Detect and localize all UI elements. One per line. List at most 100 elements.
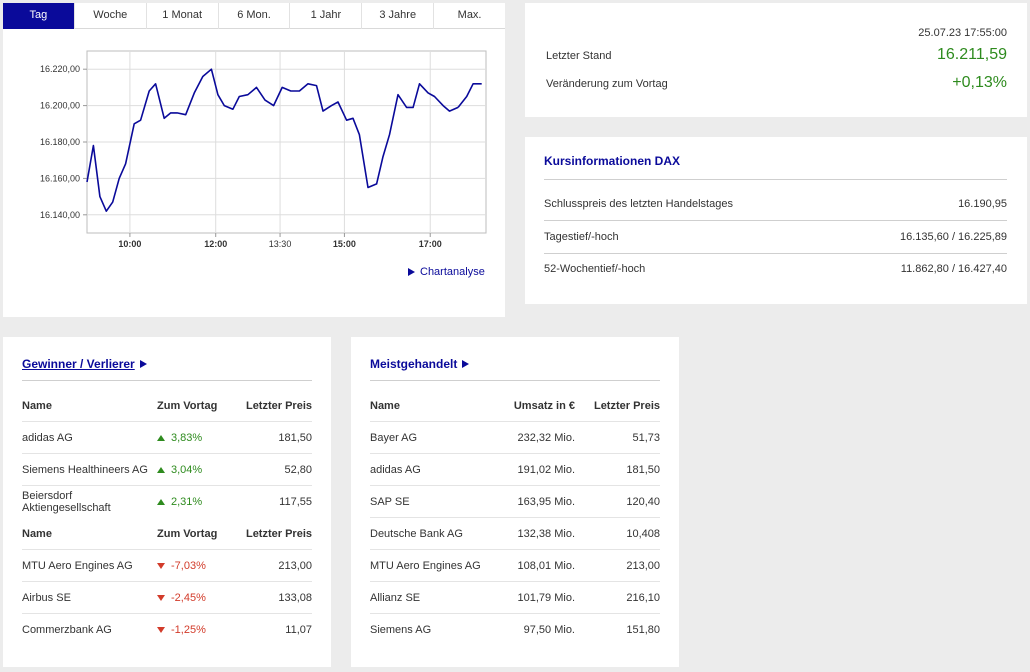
- table-row[interactable]: MTU Aero Engines AG 108,01 Mio. 213,00: [370, 550, 660, 582]
- table-row[interactable]: adidas AG 3,83% 181,50: [22, 422, 312, 454]
- change-row: Veränderung zum Vortag +0,13%: [546, 74, 1007, 92]
- stock-name: adidas AG: [370, 463, 421, 476]
- arrow-up-icon: [157, 499, 165, 505]
- divider: [22, 380, 312, 381]
- x-tick-label: 10:00: [118, 239, 141, 249]
- stock-name: Commerzbank AG: [22, 624, 112, 636]
- stock-price: 181,50: [278, 431, 312, 444]
- change-text: 3,04%: [171, 463, 203, 476]
- col-price: Letzter Preis: [245, 527, 312, 540]
- tab-3-years[interactable]: 3 Jahre: [362, 3, 435, 29]
- arrow-down-icon: [157, 562, 165, 569]
- chartanalyse-label: Chartanalyse: [420, 266, 485, 278]
- divider: [370, 380, 660, 381]
- stock-volume: 232,32 Mio.: [517, 431, 575, 444]
- price-info-panel: Kursinformationen DAX Schlusspreis des l…: [525, 137, 1027, 304]
- y-tick-label: 16.160,00: [40, 173, 80, 183]
- col-name: Name: [370, 399, 400, 412]
- price-line: [457, 82, 482, 108]
- tab-week[interactable]: Woche: [75, 3, 147, 29]
- quote-datetime: 25.07.23 17:55:00: [918, 27, 1007, 39]
- stock-price: 216,10: [626, 591, 660, 604]
- info-row-close: Schlusspreis des letzten Handelstages 16…: [544, 198, 1007, 210]
- x-tick-label: 17:00: [419, 239, 442, 249]
- table-row[interactable]: Commerzbank AG -1,25% 11,07: [22, 614, 312, 646]
- tab-1-year[interactable]: 1 Jahr: [290, 3, 363, 29]
- most-traded-panel: Meistgehandelt Name Umsatz in € Letzter …: [351, 337, 679, 667]
- stock-name: Deutsche Bank AG: [370, 527, 463, 540]
- stock-change: 3,83%: [157, 432, 232, 444]
- stock-change: -7,03%: [157, 560, 232, 572]
- change-text: -1,25%: [171, 624, 206, 636]
- table-row[interactable]: Bayer AG 232,32 Mio. 51,73: [370, 422, 660, 454]
- change-value: +0,13%: [952, 74, 1007, 91]
- table-row[interactable]: Siemens Healthineers AG 3,04% 52,80: [22, 454, 312, 486]
- stock-volume: 108,01 Mio.: [517, 559, 575, 572]
- last-value-label: Letzter Stand: [546, 50, 612, 62]
- stock-change: -2,45%: [157, 592, 232, 604]
- table-row[interactable]: Beiersdorf Aktiengesellschaft 2,31% 117,…: [22, 486, 312, 518]
- table-header: Name Zum Vortag Letzter Preis: [22, 390, 312, 422]
- most-traded-link[interactable]: Meistgehandelt: [370, 357, 470, 371]
- stock-price: 11,07: [285, 624, 312, 636]
- divider: [544, 179, 1007, 180]
- table-row[interactable]: SAP SE 163,95 Mio. 120,40: [370, 486, 660, 518]
- stock-volume: 163,95 Mio.: [517, 495, 575, 508]
- col-change: Zum Vortag: [157, 527, 218, 540]
- table-row[interactable]: Deutsche Bank AG 132,38 Mio. 10,408: [370, 518, 660, 550]
- stock-name: adidas AG: [22, 431, 73, 444]
- stock-change: -1,25%: [157, 624, 232, 636]
- stock-name: Siemens AG: [370, 624, 432, 636]
- tab-1-month[interactable]: 1 Monat: [147, 3, 219, 29]
- change-text: 2,31%: [171, 496, 203, 508]
- info-row-day-range: Tagestief/-hoch 16.135,60 / 16.225,89: [544, 231, 1007, 243]
- play-triangle-icon: [408, 268, 415, 276]
- table-header: Name Umsatz in € Letzter Preis: [370, 390, 660, 422]
- info-value: 16.135,60 / 16.225,89: [899, 231, 1007, 243]
- gainers-losers-link[interactable]: Gewinner / Verlierer: [22, 357, 147, 371]
- stock-name: MTU Aero Engines AG: [22, 559, 133, 572]
- col-price: Letzter Preis: [593, 399, 660, 412]
- table-row[interactable]: adidas AG 191,02 Mio. 181,50: [370, 454, 660, 486]
- x-tick-label: 15:00: [333, 239, 356, 249]
- tab-6-months[interactable]: 6 Mon.: [219, 3, 291, 29]
- most-traded-title: Meistgehandelt: [370, 357, 458, 371]
- stock-name: MTU Aero Engines AG: [370, 559, 481, 572]
- arrow-down-icon: [157, 594, 165, 601]
- intraday-chart: 16.140,00 16.160,00 16.180,00 16.200,00 16.2…: [40, 50, 487, 249]
- stock-price: 151,80: [626, 624, 660, 636]
- info-label: Schlusspreis des letzten Handelstages: [544, 198, 733, 210]
- stock-name: SAP SE: [370, 495, 410, 508]
- stock-price: 120,40: [626, 495, 660, 508]
- last-value: 16.211,59: [937, 46, 1007, 63]
- divider: [544, 220, 1007, 221]
- stock-price: 181,50: [626, 463, 660, 476]
- divider: [544, 253, 1007, 254]
- info-label: Tagestief/-hoch: [544, 231, 619, 243]
- stock-volume: 132,38 Mio.: [517, 527, 575, 540]
- stock-name: Allianz SE: [370, 591, 421, 604]
- table-row[interactable]: Allianz SE 101,79 Mio. 216,10: [370, 582, 660, 614]
- change-text: 3,83%: [171, 431, 203, 444]
- stock-volume: 97,50 Mio.: [523, 624, 575, 636]
- col-volume: Umsatz in €: [513, 399, 575, 412]
- arrow-down-icon: [157, 627, 165, 633]
- tab-day[interactable]: Tag: [3, 3, 75, 29]
- chartanalyse-link[interactable]: Chartanalyse: [408, 266, 485, 278]
- tab-max[interactable]: Max.: [457, 9, 482, 21]
- stock-price: 52,80: [284, 463, 312, 476]
- table-row[interactable]: Siemens AG 97,50 Mio. 151,80: [370, 614, 660, 646]
- y-tick-label: 16.140,00: [40, 210, 80, 220]
- chart-panel: Tag Woche 1 Monat 6 Mon. 1 Jahr 3 Jahre …: [3, 3, 505, 317]
- table-row[interactable]: Airbus SE -2,45% 133,08: [22, 582, 312, 614]
- col-name: Name: [22, 399, 52, 412]
- table-row[interactable]: MTU Aero Engines AG -7,03% 213,00: [22, 550, 312, 582]
- change-text: -7,03%: [171, 559, 206, 572]
- gainers-losers-title: Gewinner / Verlierer: [22, 357, 135, 371]
- col-price: Letzter Preis: [245, 399, 312, 412]
- stock-name: Siemens Healthineers AG: [22, 463, 148, 476]
- quote-panel: 25.07.23 17:55:00 Letzter Stand 16.211,5…: [525, 3, 1027, 117]
- stock-price: 213,00: [278, 559, 312, 572]
- stock-price: 133,08: [278, 591, 312, 604]
- info-row-52-week-range: 52-Wochentief/-hoch 11.862,80 / 16.427,4…: [544, 263, 1007, 275]
